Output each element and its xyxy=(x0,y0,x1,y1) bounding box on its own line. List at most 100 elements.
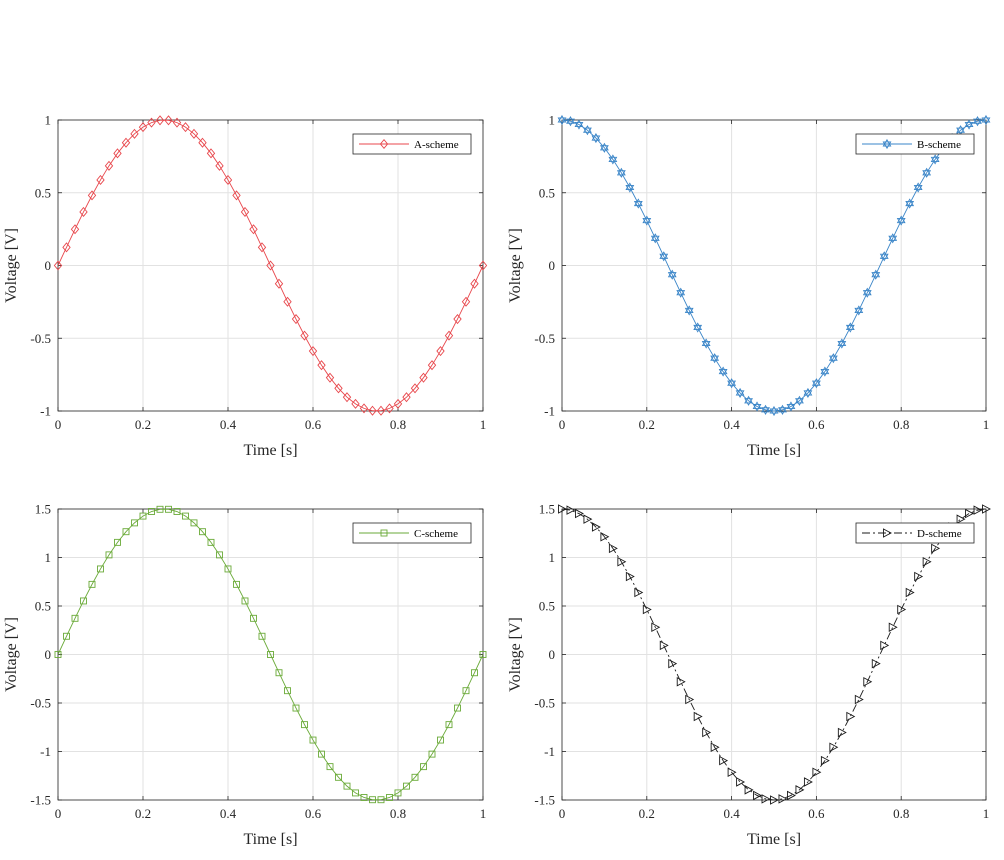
data-point xyxy=(114,538,121,546)
data-point xyxy=(583,125,592,136)
data-point xyxy=(599,142,609,153)
data-point xyxy=(393,398,403,409)
data-point xyxy=(897,604,907,615)
y-tick-label: -1 xyxy=(544,404,555,419)
x-tick-label: 0 xyxy=(55,417,62,432)
data-point xyxy=(410,383,420,394)
x-axis-label: Time [s] xyxy=(747,442,801,459)
data-point xyxy=(965,508,974,519)
data-point xyxy=(744,395,753,406)
data-point xyxy=(360,794,368,801)
data-point xyxy=(206,148,216,159)
data-point xyxy=(292,704,300,712)
data-point xyxy=(981,114,991,126)
data-point xyxy=(173,508,181,515)
y-tick-label: -1 xyxy=(40,744,51,759)
data-point xyxy=(617,557,627,567)
data-point xyxy=(803,777,813,787)
data-point xyxy=(249,224,258,235)
data-point xyxy=(385,403,394,414)
data-point xyxy=(905,587,915,598)
legend-marker xyxy=(380,529,388,537)
data-point xyxy=(676,287,686,298)
data-point xyxy=(922,557,932,567)
data-point xyxy=(87,190,97,201)
x-tick-label: 0.6 xyxy=(305,417,322,432)
data-point xyxy=(216,551,223,559)
chart-panel-c: 0 0.2 0.4 0.6 0.8 1 -1.5 -1 -0.5 0 0.5 1 1.5 Time [s]… xyxy=(3,502,487,848)
data-point xyxy=(812,767,822,778)
data-point xyxy=(172,117,182,128)
data-point xyxy=(863,677,873,687)
x-axis-label: Time [s] xyxy=(243,831,297,848)
data-point xyxy=(266,260,275,271)
x-tick-label: 1 xyxy=(983,806,990,821)
x-tick-label: 0.4 xyxy=(723,417,740,432)
x-tick-label: 0.8 xyxy=(390,806,406,821)
y-axis-label: Voltage [V] xyxy=(507,617,524,692)
legend-label: C-scheme xyxy=(414,528,458,540)
data-point xyxy=(454,704,461,712)
y-tick-label: 1 xyxy=(549,113,556,128)
y-tick-label: 1 xyxy=(45,113,52,128)
x-tick-label: 0 xyxy=(55,806,62,821)
data-point xyxy=(778,404,787,415)
data-point xyxy=(583,514,593,524)
data-point xyxy=(820,366,830,377)
data-point xyxy=(461,296,471,307)
data-point xyxy=(558,504,567,514)
data-point xyxy=(575,508,584,519)
data-point xyxy=(753,790,762,801)
y-tick-label: 1 xyxy=(549,550,556,565)
data-point xyxy=(956,514,966,524)
data-point xyxy=(301,721,308,729)
data-point xyxy=(147,117,156,128)
data-point xyxy=(376,405,386,416)
data-point xyxy=(283,296,292,307)
data-point xyxy=(837,727,847,738)
x-tick-label: 0.6 xyxy=(305,806,322,821)
x-tick-label: 0.6 xyxy=(808,417,825,432)
data-point xyxy=(71,614,79,622)
data-point xyxy=(318,750,325,758)
chart-panel-b: 0 0.2 0.4 0.6 0.8 1 -1 -0.5 0 0.5 1 Time [s] Voltage… xyxy=(507,113,991,459)
data-point xyxy=(80,597,87,605)
data-point xyxy=(956,125,965,136)
data-point xyxy=(445,721,453,729)
data-point xyxy=(70,224,80,235)
data-point xyxy=(224,565,232,573)
x-tick-label: 1 xyxy=(983,417,990,432)
data-point xyxy=(156,505,164,513)
y-tick-label: -0.5 xyxy=(30,331,51,346)
data-point xyxy=(787,790,796,801)
data-point xyxy=(462,687,470,695)
data-point xyxy=(854,694,864,705)
series-line-a xyxy=(57,119,484,412)
data-point xyxy=(342,392,352,403)
data-point xyxy=(139,512,147,520)
data-point xyxy=(198,137,207,148)
data-point xyxy=(600,531,610,542)
chart-panel-d: 0 0.2 0.4 0.6 0.8 1 -1.5 -1 -0.5 0 0.5 1 1.5 Time [s]… xyxy=(507,502,991,848)
data-point xyxy=(189,128,199,139)
data-point xyxy=(659,251,669,262)
data-point xyxy=(608,154,618,165)
data-point xyxy=(557,114,567,126)
data-point xyxy=(702,727,712,738)
data-point xyxy=(786,401,796,412)
data-point xyxy=(913,182,923,193)
data-point xyxy=(453,314,462,325)
x-tick-label: 0.2 xyxy=(135,417,151,432)
y-axis-label: Voltage [V] xyxy=(507,228,524,303)
x-tick-label: 0.2 xyxy=(639,806,655,821)
data-point xyxy=(736,777,746,787)
data-point xyxy=(317,360,326,371)
x-axis-label: Time [s] xyxy=(243,442,297,459)
y-axis-label: Voltage [V] xyxy=(3,617,20,692)
data-point xyxy=(973,116,982,127)
data-point xyxy=(436,346,445,357)
data-point xyxy=(181,122,190,133)
y-tick-label: -0.5 xyxy=(30,696,51,711)
data-point xyxy=(240,206,250,217)
data-point xyxy=(693,711,703,722)
